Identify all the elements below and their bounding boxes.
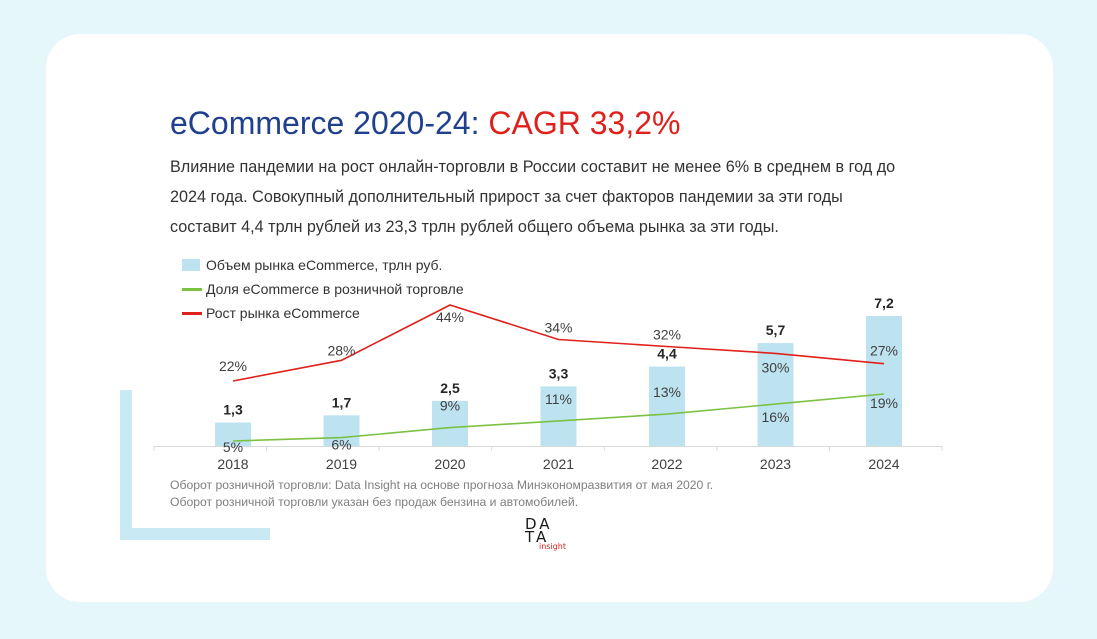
source-line-1: Оборот розничной торговли: Data Insight … [170, 478, 714, 492]
growth-label-2023: 30% [761, 359, 789, 375]
growth-label-2018: 22% [219, 358, 247, 374]
bar-label-2021: 3,3 [549, 365, 569, 381]
share-label-2019: 6% [331, 437, 351, 453]
x-tick-label-2024: 2024 [868, 456, 899, 472]
source-line-2: Оборот розничной торговли указан без про… [170, 495, 579, 509]
slide-card: eCommerce 2020-24: CAGR 33,2% Влияние па… [46, 34, 1053, 602]
legend-swatch-bars [182, 259, 200, 271]
share-line [232, 393, 885, 442]
share-label-2024: 19% [870, 395, 898, 411]
growth-label-2021: 34% [544, 320, 572, 336]
logo-text-1: DA [525, 515, 553, 533]
title-main: eCommerce 2020-24: [170, 105, 489, 141]
bar-label-2024: 7,2 [874, 295, 894, 311]
legend-swatch-share [182, 288, 202, 291]
ecommerce-chart: 1,3 1,7 2,5 3,3 4,4 5,7 7,2 2018 2019 2020 2021 202… [153, 295, 943, 472]
title-accent: CAGR 33,2% [488, 105, 681, 141]
bar-label-2018: 1,3 [223, 402, 243, 418]
legend-label-growth: Рост рынка eCommerce [206, 305, 360, 321]
chart-source: Оборот розничной торговли: Data Insight … [170, 477, 713, 511]
share-label-2021: 11% [545, 391, 572, 407]
bar-2019 [323, 415, 360, 446]
x-tick-label-2023: 2023 [760, 456, 791, 472]
growth-label-2020: 44% [436, 309, 464, 325]
subtitle: Влияние пандемии на рост онлайн-торговли… [170, 158, 896, 236]
logo-text-3: insight [539, 542, 566, 551]
data-insight-logo: DA TA insight [525, 515, 585, 551]
logo-text-2: TA [525, 528, 550, 546]
growth-label-2019: 28% [327, 342, 355, 358]
growth-line [232, 304, 885, 382]
bar-2022 [649, 366, 685, 446]
growth-label-2024: 27% [870, 343, 898, 359]
bar-2020 [432, 400, 468, 446]
bar-label-2020: 2,5 [440, 380, 460, 396]
bar-label-2022: 4,4 [657, 346, 677, 362]
x-tick-label-2018: 2018 [217, 456, 248, 472]
page-title: eCommerce 2020-24: CAGR 33,2% [170, 104, 680, 142]
share-label-2018: 5% [223, 439, 243, 455]
bar-label-2019: 1,7 [332, 394, 352, 410]
legend-label-bars: Объем рынка eCommerce, трлн руб. [206, 257, 443, 273]
legend-label-share: Доля eCommerce в розничной торговле [206, 281, 464, 297]
x-tick-label-2020: 2020 [434, 456, 465, 472]
bar-2023 [757, 343, 794, 446]
x-tick-label-2021: 2021 [543, 456, 574, 472]
x-tick-label-2019: 2019 [326, 456, 357, 472]
growth-label-2022: 32% [653, 326, 681, 342]
share-label-2022: 13% [653, 384, 681, 400]
bar-label-2023: 5,7 [766, 322, 786, 338]
x-tick-label-2022: 2022 [651, 456, 682, 472]
legend-swatch-growth [182, 312, 202, 315]
bar-2024 [866, 316, 902, 446]
bar-2021 [540, 386, 577, 446]
share-label-2023: 16% [761, 409, 789, 425]
share-label-2020: 9% [440, 398, 460, 414]
